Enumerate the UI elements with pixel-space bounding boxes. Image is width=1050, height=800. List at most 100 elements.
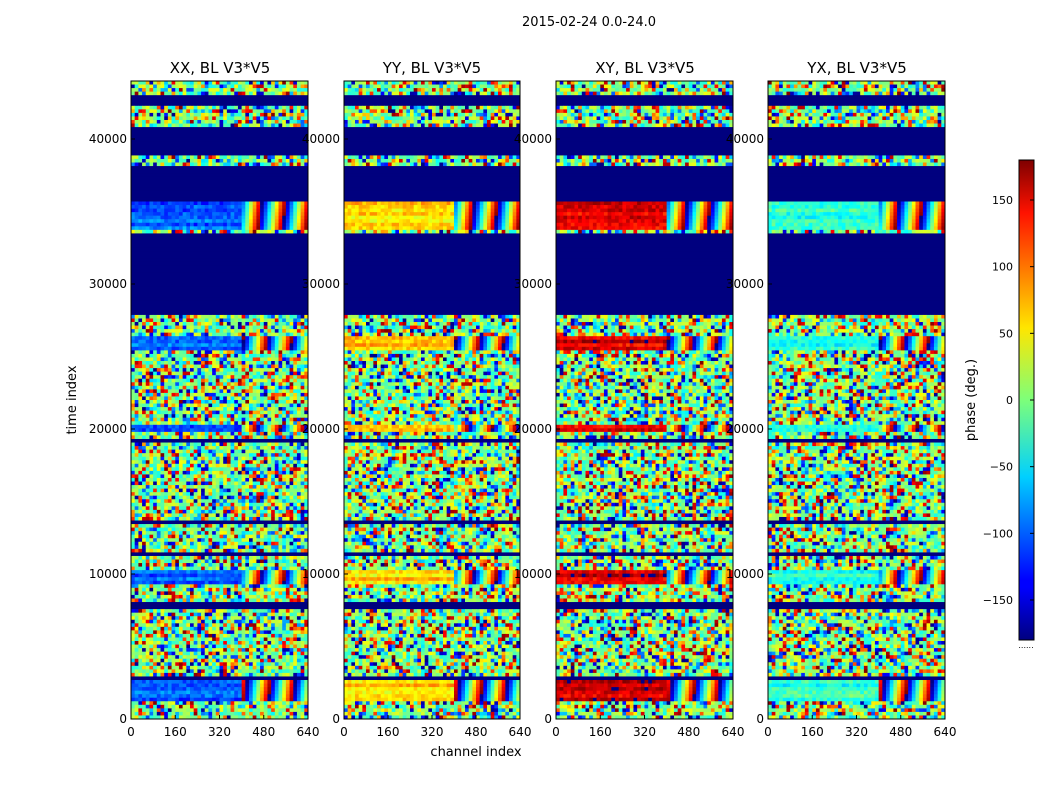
heatmap-cell	[212, 155, 216, 159]
heatmap-cell	[142, 202, 146, 206]
heatmap-cell	[245, 202, 249, 206]
heatmap-cell	[293, 219, 297, 223]
heatmap-cell	[242, 205, 246, 209]
heatmap-cell	[271, 124, 275, 128]
heatmap-cell	[238, 109, 242, 113]
heatmap-cell	[293, 336, 297, 340]
heatmap-cell	[142, 113, 146, 117]
heatmap-cell	[279, 124, 283, 128]
heatmap-cell	[282, 159, 286, 163]
heatmap-cell	[267, 159, 271, 163]
heatmap-cell	[190, 340, 194, 344]
heatmap-cell	[146, 202, 150, 206]
heatmap-cell	[172, 88, 176, 92]
heatmap-cell	[179, 124, 183, 128]
heatmap-cell	[301, 350, 305, 354]
heatmap-cell	[164, 116, 168, 120]
heatmap-cell	[175, 209, 179, 213]
heatmap-cell	[186, 226, 190, 230]
heatmap-cell	[183, 326, 187, 330]
heatmap-cell	[197, 336, 201, 340]
heatmap-cell	[264, 347, 268, 351]
heatmap-cell	[138, 333, 142, 337]
heatmap-cell	[271, 329, 275, 333]
heatmap-cell	[179, 120, 183, 124]
heatmap-cell	[264, 113, 268, 117]
heatmap-cell	[275, 120, 279, 124]
heatmap-cell	[157, 106, 161, 110]
heatmap-cell	[249, 92, 253, 96]
heatmap-cell	[135, 357, 139, 361]
heatmap-cell	[212, 85, 216, 89]
heatmap-cell	[179, 354, 183, 358]
heatmap-cell	[197, 216, 201, 220]
heatmap-cell	[242, 163, 246, 167]
heatmap-cell	[172, 106, 176, 110]
heatmap-cell	[286, 347, 290, 351]
heatmap-cell	[267, 88, 271, 92]
heatmap-cell	[131, 159, 135, 163]
heatmap-cell	[293, 350, 297, 354]
heatmap-cell	[194, 230, 198, 234]
heatmap-cell	[279, 92, 283, 96]
heatmap-cell	[267, 92, 271, 96]
heatmap-cell	[297, 223, 301, 227]
heatmap-cell	[253, 92, 257, 96]
heatmap-cell	[275, 326, 279, 330]
heatmap-cell	[157, 357, 161, 361]
heatmap-cell	[208, 329, 212, 333]
heatmap-cell	[205, 155, 209, 159]
heatmap-cell	[138, 81, 142, 85]
heatmap-row-flagged	[131, 198, 308, 202]
heatmap-cell	[175, 81, 179, 85]
heatmap-cell	[194, 92, 198, 96]
heatmap-row-flagged	[131, 102, 308, 106]
heatmap-cell	[135, 354, 139, 358]
heatmap-cell	[157, 318, 161, 322]
heatmap-cell	[172, 81, 176, 85]
heatmap-cell	[249, 202, 253, 206]
heatmap-cell	[157, 219, 161, 223]
heatmap-cell	[260, 92, 264, 96]
heatmap-cell	[260, 322, 264, 326]
heatmap-cell	[183, 226, 187, 230]
heatmap-cell	[190, 120, 194, 124]
heatmap-cell	[208, 226, 212, 230]
heatmap-cell	[146, 223, 150, 227]
heatmap-cell	[264, 226, 268, 230]
heatmap-cell	[161, 357, 165, 361]
heatmap-cell	[216, 230, 220, 234]
heatmap-cell	[179, 226, 183, 230]
heatmap-cell	[260, 116, 264, 120]
heatmap-cell	[260, 85, 264, 89]
heatmap-cell	[131, 326, 135, 330]
heatmap-cell	[201, 92, 205, 96]
heatmap-cell	[131, 202, 135, 206]
heatmap-cell	[161, 216, 165, 220]
heatmap-cell	[146, 205, 150, 209]
heatmap-cell	[242, 315, 246, 319]
heatmap-cell	[157, 343, 161, 347]
heatmap-cell	[256, 318, 260, 322]
heatmap-cell	[267, 163, 271, 167]
heatmap-row-flagged	[131, 134, 308, 138]
heatmap-cell	[242, 212, 246, 216]
heatmap-cell	[220, 343, 224, 347]
heatmap-cell	[142, 230, 146, 234]
heatmap-cell	[194, 209, 198, 213]
heatmap-cell	[142, 212, 146, 216]
heatmap-cell	[157, 322, 161, 326]
heatmap-cell	[286, 85, 290, 89]
heatmap-cell	[279, 81, 283, 85]
heatmap-cell	[172, 340, 176, 344]
heatmap-cell	[183, 340, 187, 344]
heatmap-cell	[242, 81, 246, 85]
heatmap-cell	[168, 85, 172, 89]
heatmap-cell	[146, 333, 150, 337]
heatmap-cell	[149, 113, 153, 117]
heatmap-cell	[286, 155, 290, 159]
heatmap-cell	[208, 163, 212, 167]
heatmap-cell	[275, 350, 279, 354]
heatmap-cell	[267, 155, 271, 159]
heatmap-cell	[201, 230, 205, 234]
